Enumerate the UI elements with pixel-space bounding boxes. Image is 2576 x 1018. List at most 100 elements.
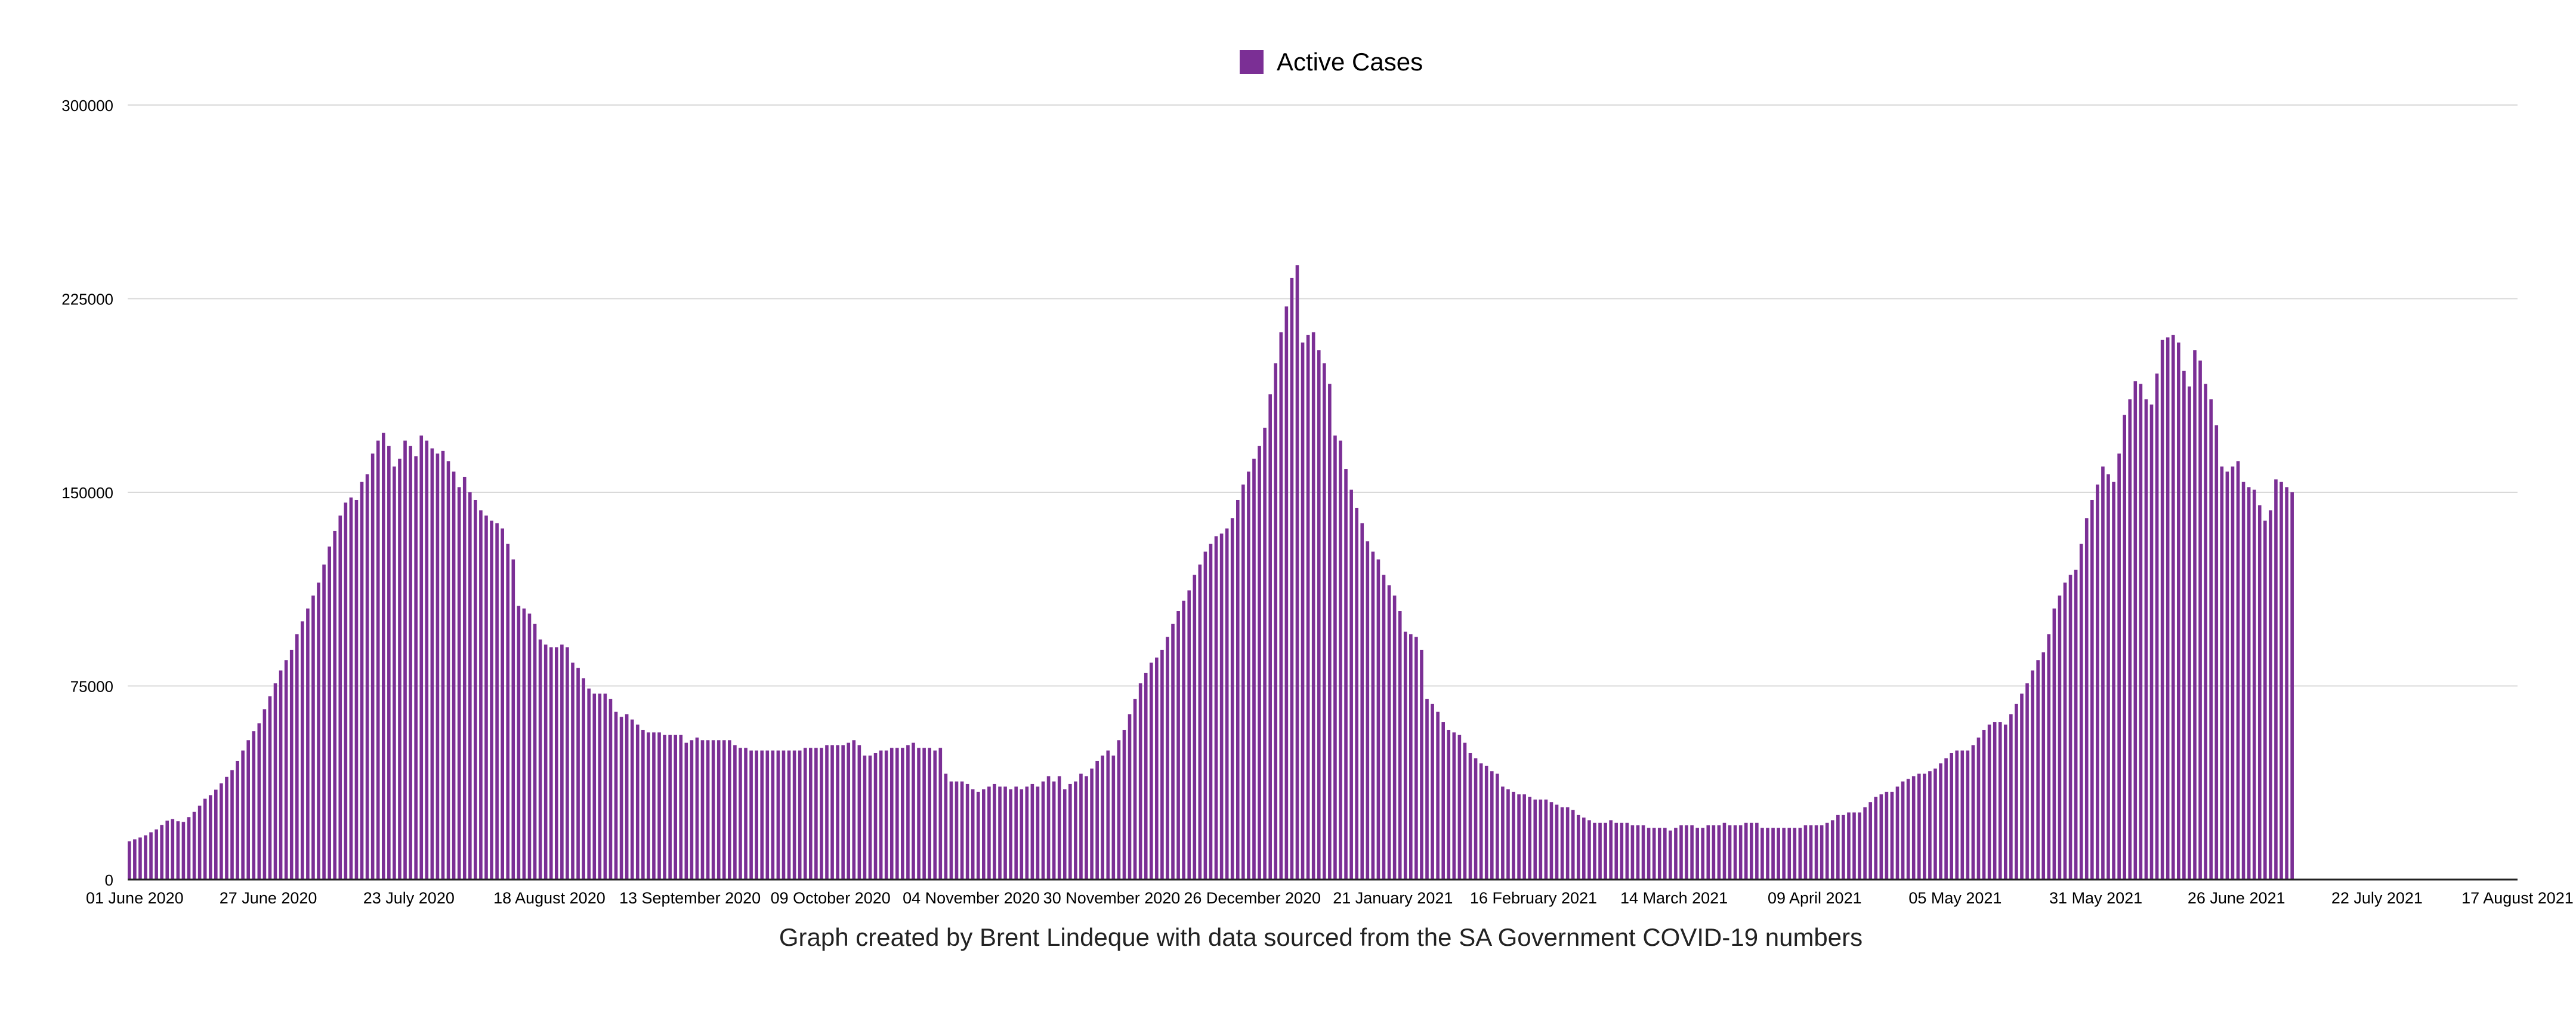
bar <box>1474 758 1478 880</box>
bar <box>901 748 904 880</box>
bar <box>506 544 510 880</box>
bar <box>1955 750 1959 880</box>
bar <box>1436 711 1440 880</box>
bar <box>922 748 926 880</box>
bar <box>852 740 856 880</box>
bar <box>1468 752 1472 880</box>
bar <box>1868 802 1873 880</box>
bar <box>236 760 239 880</box>
bar <box>1939 763 1942 880</box>
bar <box>279 670 283 880</box>
bar <box>912 742 915 880</box>
bar <box>268 696 272 880</box>
bar <box>381 433 385 880</box>
bar <box>1284 306 1289 880</box>
bar <box>1911 776 1916 880</box>
bar <box>187 817 191 880</box>
bar <box>1895 786 1899 880</box>
bar <box>1214 536 1218 880</box>
bar <box>1085 776 1088 880</box>
bar <box>1549 802 1553 880</box>
bar <box>971 789 975 880</box>
bar <box>1371 551 1375 880</box>
bar <box>2025 683 2029 880</box>
bar <box>365 474 369 880</box>
x-tick-label: 14 March 2021 <box>1620 889 1728 907</box>
bar <box>1652 828 1656 880</box>
bar <box>1571 810 1575 880</box>
bar <box>1798 828 1802 880</box>
bar <box>1733 825 1737 880</box>
bar <box>1858 812 1861 880</box>
bar <box>1809 825 1813 880</box>
bar <box>1155 657 1159 880</box>
bar <box>1074 781 1077 880</box>
x-tick-label: 13 September 2020 <box>619 889 761 907</box>
bar <box>1149 662 1153 880</box>
bar <box>733 745 737 880</box>
bar <box>484 515 488 880</box>
bar <box>728 740 731 880</box>
bar <box>1506 789 1510 880</box>
bar <box>1517 794 1521 880</box>
bar <box>425 440 429 880</box>
bar <box>803 748 807 880</box>
bar <box>1333 435 1337 880</box>
bar <box>1565 807 1570 880</box>
x-tick-label: 31 May 2021 <box>2049 889 2142 907</box>
bar <box>1420 649 1423 880</box>
bar <box>1457 735 1462 880</box>
bar <box>2015 704 2018 880</box>
bar <box>2209 399 2213 880</box>
bar <box>706 740 710 880</box>
bar <box>457 487 461 880</box>
legend-swatch <box>1240 50 1264 74</box>
bar <box>360 482 364 880</box>
bar <box>295 634 299 880</box>
bar <box>609 699 613 880</box>
bar <box>133 839 137 880</box>
bar <box>2188 386 2191 880</box>
bar <box>2247 487 2251 880</box>
bar <box>1674 828 1678 880</box>
bar <box>1982 730 1986 880</box>
bar <box>982 789 986 880</box>
bar <box>592 693 597 880</box>
bar <box>938 748 943 880</box>
bar <box>2003 724 2007 880</box>
bar <box>1090 768 1094 880</box>
bar <box>1425 699 1429 880</box>
bar <box>2166 337 2170 880</box>
x-tick-label: 26 December 2020 <box>1184 889 1321 907</box>
bar <box>1036 786 1040 880</box>
bar <box>1095 760 1099 880</box>
bar <box>679 735 683 880</box>
bar <box>1814 825 1818 880</box>
bar <box>1971 745 1975 880</box>
bar <box>863 755 867 880</box>
bar <box>1750 822 1753 880</box>
bar <box>755 750 758 880</box>
bar <box>933 750 937 880</box>
bar <box>1252 458 1256 880</box>
bar <box>1046 776 1051 880</box>
bar <box>1830 820 1834 880</box>
bar <box>328 546 331 880</box>
bar <box>2193 350 2197 880</box>
bar <box>527 613 532 880</box>
bar <box>370 454 375 880</box>
bar <box>716 740 721 880</box>
bar <box>220 783 223 880</box>
bar <box>1441 722 1445 880</box>
bar <box>1539 799 1543 880</box>
bar <box>441 451 445 880</box>
bar <box>2031 670 2034 880</box>
bar <box>1576 815 1580 880</box>
y-tick-label: 75000 <box>70 678 113 696</box>
bar <box>711 740 715 880</box>
chart-caption: Graph created by Brent Lindeque with dat… <box>779 923 1862 951</box>
bar <box>165 820 169 880</box>
bar <box>160 825 163 880</box>
bar <box>965 783 969 880</box>
bar <box>2149 404 2154 880</box>
